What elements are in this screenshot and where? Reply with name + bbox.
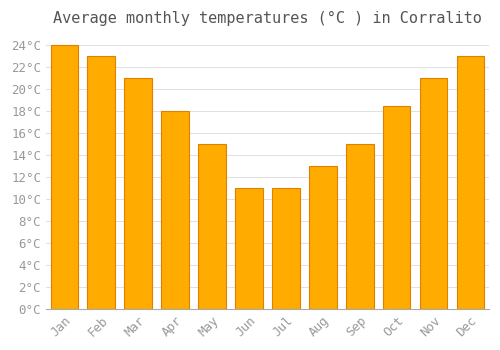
Bar bbox=[383, 106, 410, 309]
Bar bbox=[124, 78, 152, 309]
Bar bbox=[198, 144, 226, 309]
Bar bbox=[235, 188, 263, 309]
Bar bbox=[420, 78, 448, 309]
Title: Average monthly temperatures (°C ) in Corralito: Average monthly temperatures (°C ) in Co… bbox=[53, 11, 482, 26]
Bar bbox=[346, 144, 374, 309]
Bar bbox=[456, 56, 484, 309]
Bar bbox=[309, 166, 336, 309]
Bar bbox=[272, 188, 299, 309]
Bar bbox=[162, 111, 189, 309]
Bar bbox=[88, 56, 115, 309]
Bar bbox=[50, 45, 78, 309]
